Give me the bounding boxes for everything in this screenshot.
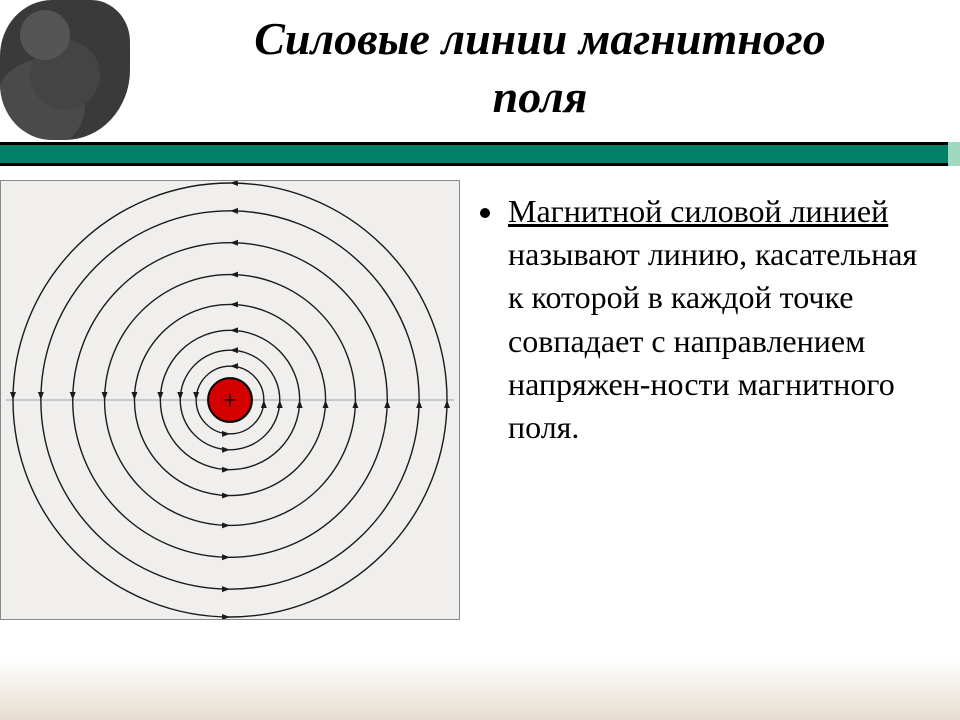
definition-rest: называют линию, касательная к которой в … <box>508 236 917 445</box>
definition-block: Магнитной силовой линией называют линию,… <box>480 180 940 680</box>
bullet-dot-icon <box>480 208 490 218</box>
thinker-statue-image <box>0 0 130 140</box>
definition-term: Магнитной силовой линией <box>508 193 888 229</box>
definition-text: Магнитной силовой линией называют линию,… <box>508 190 940 449</box>
bottom-gradient <box>0 660 960 720</box>
divider-bar <box>0 142 960 166</box>
bullet-item: Магнитной силовой линией называют линию,… <box>480 190 940 449</box>
slide-title: Силовые линии магнитного поля <box>140 10 940 125</box>
content-area: + Магнитной силовой линией называют лини… <box>0 180 940 680</box>
title-line-1: Силовые линии магнитного <box>254 13 826 64</box>
svg-text:+: + <box>222 385 238 416</box>
title-line-2: поля <box>493 71 588 122</box>
concentric-circles-svg: + <box>1 181 459 619</box>
field-lines-diagram: + <box>0 180 460 620</box>
